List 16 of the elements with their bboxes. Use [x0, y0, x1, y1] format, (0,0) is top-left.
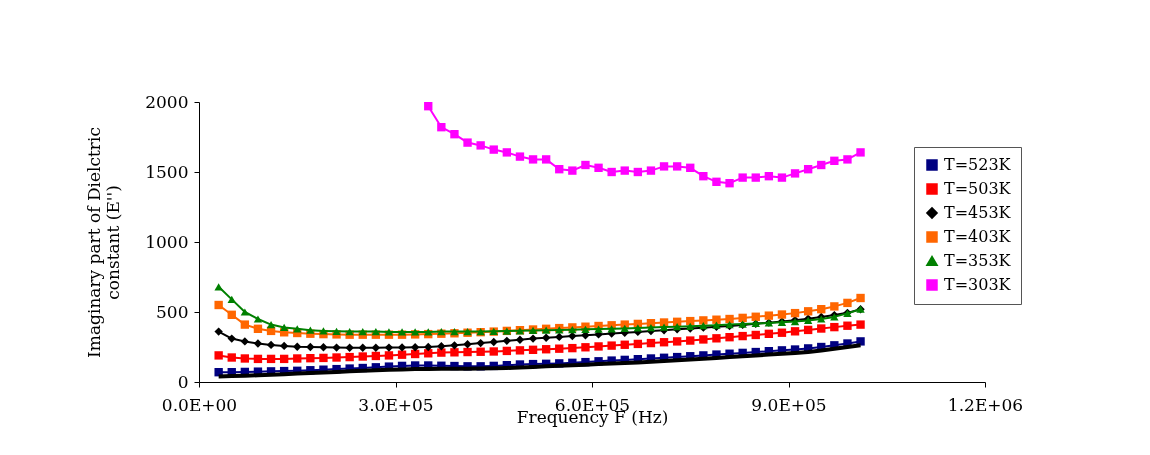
legend-label: T=453K	[944, 203, 1012, 222]
legend-label: T=353K	[944, 251, 1012, 270]
y-tick-label: 0	[177, 371, 189, 392]
y-tick-label: 2000	[145, 91, 189, 112]
x-tick-label: 0.0E+00	[161, 394, 238, 415]
y-tick-label: 1000	[145, 231, 189, 252]
y-axis-title: Imaginary part of Dielctric constant (E'')	[84, 127, 124, 358]
x-tick-label: 3.0E+05	[358, 394, 434, 415]
x-tick-label: 9.0E+05	[751, 394, 827, 415]
legend-label: T=503K	[944, 179, 1012, 198]
legend-label: T=303K	[944, 275, 1012, 294]
y-tick-label: 500	[156, 301, 189, 322]
legend-label: T=403K	[944, 227, 1012, 246]
x-tick-label: 1.2E+06	[947, 394, 1024, 415]
legend-label: T=523K	[944, 155, 1012, 174]
y-tick-label: 1500	[145, 161, 189, 182]
